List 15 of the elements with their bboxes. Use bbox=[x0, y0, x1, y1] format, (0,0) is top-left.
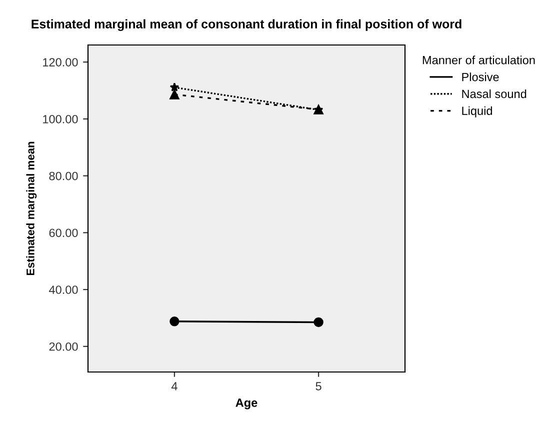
legend-title: Manner of articulation bbox=[422, 56, 535, 64]
legend-label: Liquid bbox=[462, 106, 492, 118]
y-tick-label: 80.00 bbox=[49, 172, 78, 180]
x-axis-title: Age bbox=[236, 398, 258, 410]
chart-title: Estimated marginal mean of consonant duration in final position of word bbox=[32, 19, 462, 31]
x-tick-label: 5 bbox=[316, 382, 322, 390]
legend-label: Plosive bbox=[462, 72, 499, 82]
y-tick-label: 60.00 bbox=[49, 228, 78, 238]
y-tick-label: 20.00 bbox=[49, 342, 78, 351]
legend-label: Nasal sound bbox=[462, 89, 526, 98]
y-axis-title: Estimated marginal mean bbox=[26, 142, 37, 276]
x-tick-label: 4 bbox=[171, 382, 178, 390]
y-tick-label: 100.00 bbox=[43, 114, 78, 124]
y-tick-label: 120.00 bbox=[43, 58, 78, 66]
y-tick-label: 40.00 bbox=[49, 286, 78, 294]
